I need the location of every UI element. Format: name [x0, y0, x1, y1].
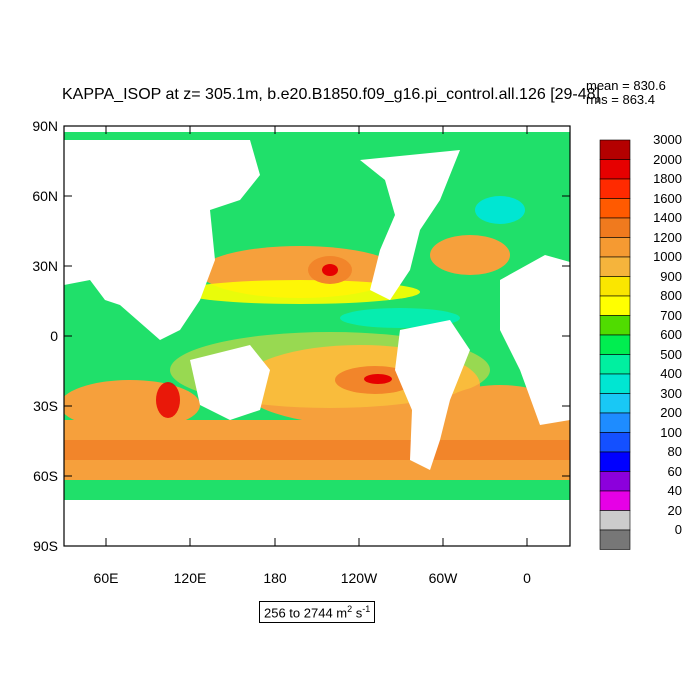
colorbar-swatch — [599, 139, 631, 160]
colorbar-tick-label: 600 — [660, 327, 682, 342]
colorbar — [599, 139, 631, 550]
colorbar-swatch — [599, 237, 631, 258]
colorbar-swatch — [599, 393, 631, 414]
north-atlantic-cyan — [475, 196, 525, 224]
range-text: 256 to 2744 m — [264, 605, 348, 621]
xlabel-120w: 120W — [340, 570, 378, 586]
south-pacific-core — [364, 374, 392, 384]
range-unit-sup2: -1 — [362, 604, 371, 614]
colorbar-swatch — [599, 315, 631, 336]
colorbar-swatch — [599, 529, 631, 550]
colorbar-tick-label: 1400 — [653, 210, 682, 225]
colorbar-swatch — [599, 510, 631, 531]
rms-stat: rms = 863.4 — [586, 92, 656, 107]
colorbar-tick-label: 300 — [660, 385, 682, 401]
colorbar-swatch — [599, 295, 631, 316]
land-africa — [500, 255, 570, 425]
colorbar-tick-label: 80 — [667, 444, 682, 459]
land-arctic — [64, 126, 570, 132]
colorbar-swatch — [599, 198, 631, 219]
colorbar-tick-label: 1800 — [653, 171, 682, 186]
colorbar-swatch — [599, 354, 631, 375]
colorbar-swatch — [599, 276, 631, 297]
land-north-america — [360, 150, 460, 300]
ylabel-30n: 30N — [32, 258, 58, 274]
colorbar-tick-label: 100 — [660, 424, 682, 440]
mean-stat: mean = 830.6 — [586, 78, 666, 93]
colorbar-tick-label: 1600 — [653, 190, 682, 206]
ylabel-60n: 60N — [32, 188, 58, 204]
plot-title: KAPPA_ISOP at z= 305.1m, b.e20.B1850.f09… — [62, 86, 600, 103]
ylabel-60s: 60S — [33, 468, 58, 484]
colorbar-swatch — [599, 373, 631, 394]
colorbar-tick-label: 700 — [660, 307, 682, 323]
xlabel-60e: 60E — [93, 570, 119, 586]
colorbar-swatch — [599, 451, 631, 472]
colorbar-swatch — [599, 432, 631, 453]
colorbar-tick-label: 20 — [667, 502, 682, 518]
range-unit-tail: s — [352, 605, 363, 621]
xlabel-120e: 120E — [173, 570, 207, 586]
xlabel-0: 0 — [523, 570, 531, 586]
indian-ocean-max — [156, 382, 180, 418]
colorbar-tick-label: 0 — [674, 522, 682, 537]
tick-marks — [64, 125, 570, 547]
colorbar-tick-label: 900 — [660, 268, 682, 284]
ylabel-30s: 30S — [33, 398, 58, 414]
equatorial-teal — [340, 308, 460, 328]
colorbar-swatch — [599, 256, 631, 277]
colorbar-tick-label: 1000 — [653, 249, 682, 264]
land-antarctica — [64, 500, 570, 546]
land-australia — [190, 345, 270, 420]
colorbar-tick-label: 40 — [667, 483, 682, 498]
colorbar-tick-label: 1200 — [653, 229, 682, 245]
colorbar-swatch — [599, 159, 631, 180]
north-atlantic-orange — [430, 235, 510, 275]
north-pacific-yellow — [180, 280, 420, 304]
colorbar-tick-label: 2000 — [653, 151, 682, 167]
ylabel-0: 0 — [50, 328, 58, 344]
colorbar-tick-label: 60 — [667, 463, 682, 479]
colorbar-tick-label: 500 — [660, 346, 682, 362]
ocean-field — [64, 126, 570, 546]
colorbar-tick-label: 200 — [660, 405, 682, 420]
land-south-america — [395, 320, 470, 470]
xlabel-180: 180 — [263, 570, 287, 586]
xlabel-60w: 60W — [428, 570, 458, 586]
ylabel-90s: 90S — [33, 538, 58, 554]
land-eurasia — [64, 140, 260, 340]
colorbar-swatch — [599, 412, 631, 433]
ylabel-90n: 90N — [32, 118, 58, 134]
colorbar-tick-label: 3000 — [653, 132, 682, 147]
colorbar-tick-label: 400 — [660, 366, 682, 381]
colorbar-swatch — [599, 178, 631, 199]
north-pacific-core — [322, 264, 338, 276]
colorbar-tick-label: 800 — [660, 288, 682, 303]
colorbar-swatch — [599, 471, 631, 492]
colorbar-swatch — [599, 334, 631, 355]
colorbar-swatch — [599, 217, 631, 238]
colorbar-swatch — [599, 490, 631, 511]
range-unit-sup: 2 — [347, 604, 353, 614]
range-label: 256 to 2744 m2 s-1 — [259, 601, 376, 624]
southern-band-2 — [64, 440, 570, 460]
